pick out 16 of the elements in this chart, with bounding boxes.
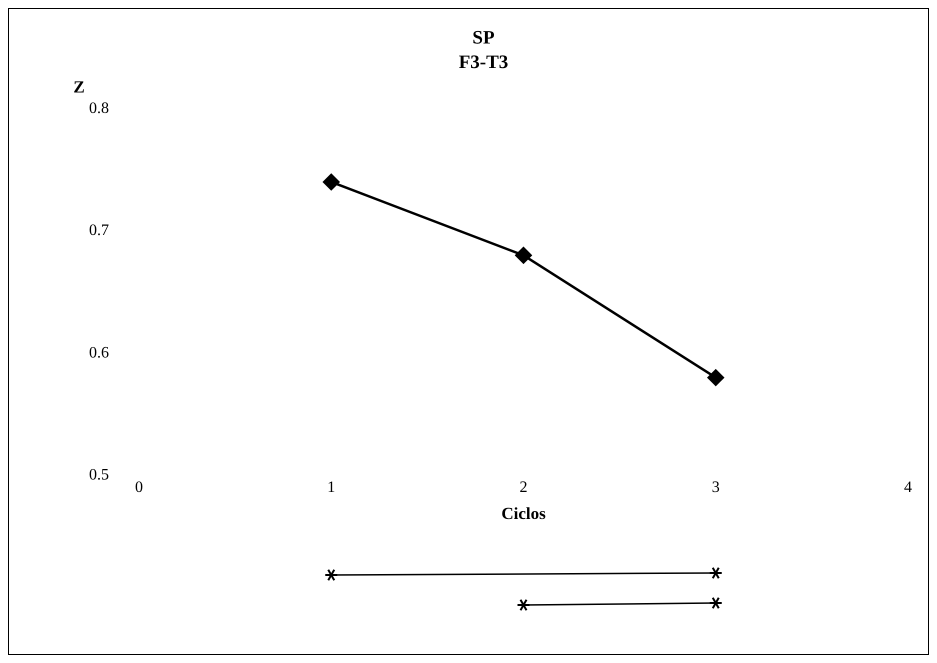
point [515, 247, 532, 264]
y-tick-label: 0.8 [89, 100, 109, 117]
x-tick-label: 0 [135, 479, 143, 496]
y-axis-title: Z [73, 78, 85, 97]
chart-subtitle: F3-T3 [458, 52, 508, 74]
y-tick-label: 0.5 [89, 466, 109, 484]
x-tick-label: 1 [327, 479, 336, 496]
point [708, 369, 724, 386]
x-tick-label: 3 [712, 479, 720, 496]
point [323, 174, 340, 190]
y-tick-label: 0.7 [89, 222, 109, 240]
chart-title: SP [472, 27, 495, 48]
y-tick-label: 0.6 [89, 344, 109, 362]
x-tick-label: 4 [904, 479, 912, 496]
x-tick-label: 2 [520, 479, 528, 496]
x-axis-title: Ciclos [501, 504, 546, 524]
